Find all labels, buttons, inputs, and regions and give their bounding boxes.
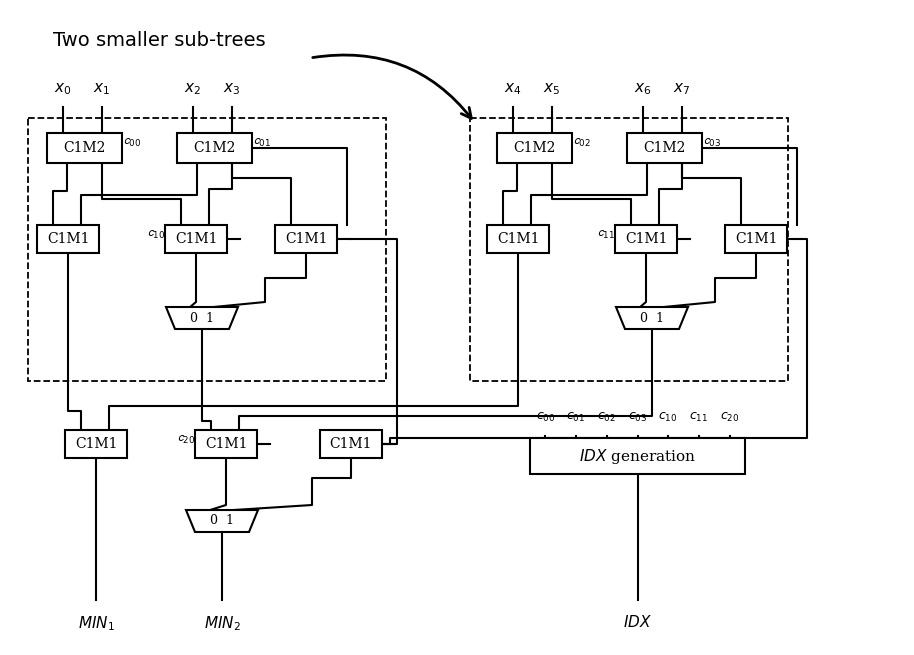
Text: $c_{01}$: $c_{01}$ bbox=[567, 411, 586, 424]
Text: C1M1: C1M1 bbox=[625, 232, 667, 246]
Text: $x_7$: $x_7$ bbox=[674, 81, 691, 97]
Text: $x_6$: $x_6$ bbox=[634, 81, 652, 97]
Text: C1M1: C1M1 bbox=[285, 232, 327, 246]
Bar bbox=[725, 225, 787, 253]
Text: C1M1: C1M1 bbox=[205, 437, 248, 451]
Text: $c_{20}$: $c_{20}$ bbox=[720, 411, 739, 424]
Bar bbox=[615, 225, 677, 253]
Bar bbox=[165, 225, 227, 253]
Text: C1M1: C1M1 bbox=[75, 437, 117, 451]
Bar bbox=[530, 438, 745, 474]
Text: C1M1: C1M1 bbox=[496, 232, 539, 246]
Text: Two smaller sub-trees: Two smaller sub-trees bbox=[53, 31, 266, 50]
Text: $\mathcal{c}_{02}$: $\mathcal{c}_{02}$ bbox=[573, 136, 590, 149]
Text: $c_{11}$: $c_{11}$ bbox=[689, 411, 708, 424]
Text: $\mathcal{c}_{00}$: $\mathcal{c}_{00}$ bbox=[123, 136, 142, 149]
Text: $IDX$: $IDX$ bbox=[623, 614, 652, 630]
Text: $\mathcal{c}_{10}$: $\mathcal{c}_{10}$ bbox=[147, 228, 165, 241]
Text: $\mathcal{c}_{20}$: $\mathcal{c}_{20}$ bbox=[177, 433, 196, 446]
Text: $c_{02}$: $c_{02}$ bbox=[597, 411, 616, 424]
Text: C1M2: C1M2 bbox=[514, 141, 556, 155]
Bar bbox=[627, 133, 702, 163]
Text: C1M2: C1M2 bbox=[643, 141, 686, 155]
Bar bbox=[195, 430, 257, 458]
Bar bbox=[320, 430, 382, 458]
Text: $\mathcal{c}_{11}$: $\mathcal{c}_{11}$ bbox=[597, 228, 615, 241]
Bar bbox=[177, 133, 252, 163]
Text: $MIN_2$: $MIN_2$ bbox=[204, 614, 240, 633]
Bar bbox=[487, 225, 549, 253]
Text: $x_0$: $x_0$ bbox=[54, 81, 72, 97]
Text: $x_4$: $x_4$ bbox=[505, 81, 522, 97]
Text: C1M1: C1M1 bbox=[330, 437, 372, 451]
Text: C1M2: C1M2 bbox=[63, 141, 106, 155]
Text: $x_2$: $x_2$ bbox=[185, 81, 202, 97]
Text: $IDX$ generation: $IDX$ generation bbox=[579, 447, 696, 466]
Text: C1M1: C1M1 bbox=[735, 232, 777, 246]
Text: $\mathcal{c}_{03}$: $\mathcal{c}_{03}$ bbox=[703, 136, 721, 149]
Text: 0  1: 0 1 bbox=[190, 312, 214, 324]
Polygon shape bbox=[616, 307, 688, 329]
Text: $c_{03}$: $c_{03}$ bbox=[628, 411, 647, 424]
Text: $\mathcal{c}_{01}$: $\mathcal{c}_{01}$ bbox=[253, 136, 271, 149]
Text: $c_{10}$: $c_{10}$ bbox=[658, 411, 678, 424]
Bar bbox=[65, 430, 127, 458]
Text: C1M1: C1M1 bbox=[175, 232, 218, 246]
Text: C1M1: C1M1 bbox=[47, 232, 90, 246]
Polygon shape bbox=[166, 307, 238, 329]
Text: 0  1: 0 1 bbox=[210, 514, 234, 527]
Bar bbox=[497, 133, 572, 163]
Polygon shape bbox=[186, 510, 258, 532]
Bar bbox=[37, 225, 99, 253]
Text: $c_{00}$: $c_{00}$ bbox=[536, 411, 555, 424]
Text: $MIN_1$: $MIN_1$ bbox=[78, 614, 114, 633]
Text: C1M2: C1M2 bbox=[194, 141, 236, 155]
Bar bbox=[47, 133, 122, 163]
Text: $x_3$: $x_3$ bbox=[223, 81, 240, 97]
Bar bbox=[275, 225, 337, 253]
Text: $x_1$: $x_1$ bbox=[93, 81, 111, 97]
Text: $x_5$: $x_5$ bbox=[544, 81, 560, 97]
Bar bbox=[28, 118, 386, 381]
Bar bbox=[470, 118, 788, 381]
Text: 0  1: 0 1 bbox=[640, 312, 664, 324]
